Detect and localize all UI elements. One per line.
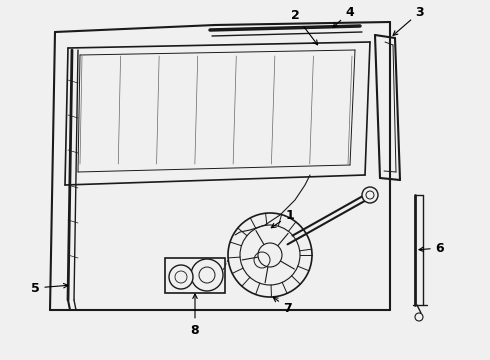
Bar [165,258,225,293]
Text: 2: 2 [291,9,318,45]
Text: 4: 4 [333,5,354,27]
Circle shape [169,265,193,289]
Text: 7: 7 [273,297,293,315]
Text: 6: 6 [419,242,444,255]
Text: 8: 8 [191,294,199,337]
Text: 1: 1 [271,208,294,228]
Text: 3: 3 [393,5,424,35]
Circle shape [191,259,223,291]
Circle shape [362,187,378,203]
Circle shape [258,243,282,267]
Text: 5: 5 [31,282,68,294]
